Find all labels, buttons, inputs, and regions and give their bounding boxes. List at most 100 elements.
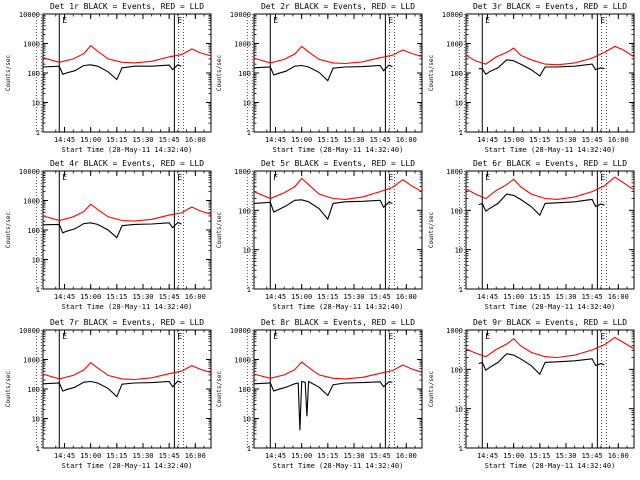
y-tick-label: 1000 [234, 357, 251, 365]
y-axis-label: Counts/sec [428, 55, 435, 92]
events-series-line [42, 64, 182, 81]
plot-frame [465, 13, 635, 133]
x-axis-label: Start Time (28-May-11 14:32:40) [62, 146, 193, 154]
x-axis-label: Start Time (28-May-11 14:32:40) [485, 146, 616, 154]
lld-series-line [253, 45, 423, 65]
x-tick-label: 16:00 [185, 452, 206, 460]
event-marker-label: E [485, 332, 490, 341]
x-axis-label: Start Time (28-May-11 14:32:40) [62, 303, 193, 311]
lld-series-line [42, 203, 212, 222]
x-tick-label: 16:00 [185, 293, 206, 301]
detector-panel-1: Det 1r BLACK = Events, RED = LLD 1 10 100 10… [5, 2, 212, 154]
y-axis-label: Counts/sec [5, 55, 12, 92]
event-marker-label: E [62, 332, 67, 341]
lld-series-line [42, 44, 212, 64]
lld-series-line [253, 361, 423, 380]
plot-frame [465, 329, 635, 449]
x-tick-label: 16:00 [396, 293, 417, 301]
plot-frame [465, 170, 635, 290]
lld-series-line [42, 361, 212, 381]
detector-panel-3: Det 3r BLACK = Events, RED = LLD 1 10 100 10… [428, 2, 635, 154]
x-tick-label: 15:45 [159, 452, 180, 460]
y-tick-label: 100 [27, 386, 40, 394]
lld-series-line [465, 176, 635, 200]
x-tick-label: 15:00 [291, 136, 312, 144]
y-tick-label: 10 [243, 416, 251, 424]
x-tick-label: 16:00 [608, 452, 629, 460]
y-tick-label: 100 [27, 70, 40, 78]
panel-title: Det 4r BLACK = Events, RED = LLD [50, 159, 204, 168]
x-tick-label: 15:30 [132, 293, 153, 301]
x-axis-label: Start Time (28-May-11 14:32:40) [62, 462, 193, 470]
x-tick-label: 14:45 [477, 293, 498, 301]
x-tick-label: 16:00 [396, 136, 417, 144]
panel-title: Det 5r BLACK = Events, RED = LLD [261, 159, 415, 168]
x-tick-label: 15:00 [291, 293, 312, 301]
y-tick-label: 10000 [442, 11, 463, 19]
x-tick-label: 14:45 [54, 136, 75, 144]
y-tick-label: 1000 [446, 41, 463, 49]
events-series-line [253, 380, 393, 431]
event-marker-label: E [485, 16, 490, 25]
x-tick-label: 16:00 [185, 136, 206, 144]
x-tick-label: 15:30 [343, 136, 364, 144]
x-axis-label: Start Time (28-May-11 14:32:40) [273, 146, 404, 154]
events-series-line [478, 59, 605, 77]
x-tick-label: 15:45 [582, 452, 603, 460]
x-tick-label: 15:45 [370, 136, 391, 144]
y-tick-label: 10 [455, 247, 463, 255]
y-axis-label: Counts/sec [5, 212, 12, 249]
event-marker-label: E [388, 332, 393, 341]
event-marker-label: E [600, 173, 605, 182]
x-tick-label: 15:15 [529, 452, 550, 460]
x-tick-label: 15:30 [555, 136, 576, 144]
y-tick-label: 100 [238, 386, 251, 394]
x-tick-label: 14:45 [265, 136, 286, 144]
panel-title: Det 7r BLACK = Events, RED = LLD [50, 318, 204, 327]
y-tick-label: 10 [32, 257, 40, 265]
x-tick-label: 14:45 [477, 136, 498, 144]
y-tick-label: 10 [32, 416, 40, 424]
x-axis-label: Start Time (28-May-11 14:32:40) [273, 462, 404, 470]
panel-title: Det 9r BLACK = Events, RED = LLD [473, 318, 627, 327]
x-tick-label: 15:00 [503, 293, 524, 301]
x-tick-label: 15:15 [317, 452, 338, 460]
y-axis-label: Counts/sec [5, 371, 12, 408]
y-tick-label: 100 [238, 70, 251, 78]
lld-series-line [465, 45, 635, 66]
x-axis-label: Start Time (28-May-11 14:32:40) [273, 303, 404, 311]
detector-panel-2: Det 2r BLACK = Events, RED = LLD 1 10 100 10… [216, 2, 423, 154]
x-tick-label: 15:45 [582, 136, 603, 144]
detector-panel-7: Det 7r BLACK = Events, RED = LLD 1 10 100 10… [5, 318, 212, 470]
x-tick-label: 15:00 [80, 452, 101, 460]
x-tick-label: 15:45 [370, 293, 391, 301]
y-tick-label: 100 [450, 366, 463, 374]
y-axis-label: Counts/sec [216, 371, 223, 408]
detector-panel-9: Det 9r BLACK = Events, RED = LLD 1 10 100 10… [428, 318, 635, 470]
event-marker-label: E [600, 332, 605, 341]
y-tick-label: 10000 [230, 327, 251, 335]
x-tick-label: 15:45 [582, 293, 603, 301]
x-axis-label: Start Time (28-May-11 14:32:40) [485, 462, 616, 470]
y-tick-label: 1 [247, 129, 251, 137]
event-marker-label: E [388, 16, 393, 25]
y-tick-label: 1 [459, 286, 463, 294]
x-tick-label: 15:00 [503, 136, 524, 144]
x-tick-label: 15:45 [159, 136, 180, 144]
event-marker-label: E [177, 16, 182, 25]
x-tick-label: 15:00 [80, 293, 101, 301]
x-tick-label: 16:00 [608, 136, 629, 144]
detector-panel-5: Det 5r BLACK = Events, RED = LLD 1 10 100 10… [216, 159, 423, 311]
y-tick-label: 1 [36, 286, 40, 294]
events-series-line [42, 221, 182, 239]
x-tick-label: 15:30 [343, 452, 364, 460]
detector-panel-6: Det 6r BLACK = Events, RED = LLD 1 10 100 10… [428, 159, 635, 311]
x-tick-label: 15:30 [555, 452, 576, 460]
y-tick-label: 10 [32, 100, 40, 108]
y-tick-label: 10 [455, 406, 463, 414]
x-tick-label: 15:15 [529, 136, 550, 144]
x-tick-label: 15:15 [317, 136, 338, 144]
lld-series-line [465, 336, 635, 359]
y-tick-label: 1000 [23, 357, 40, 365]
